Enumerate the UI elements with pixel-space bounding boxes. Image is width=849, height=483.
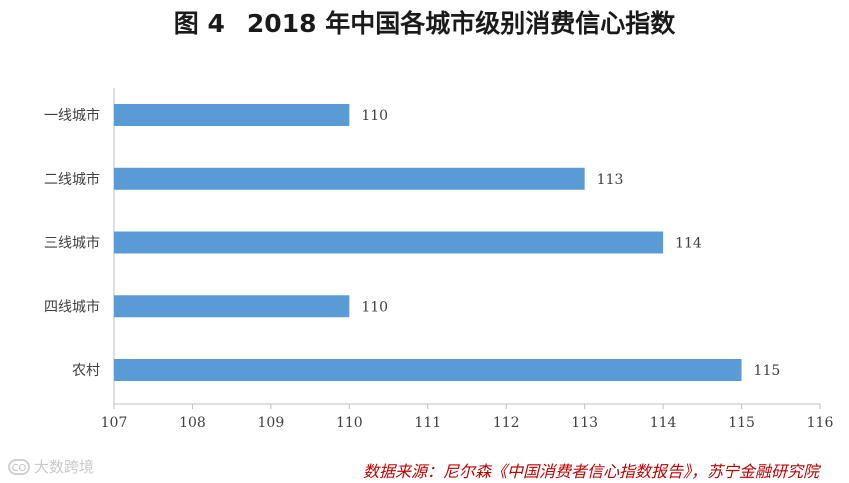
bar: [114, 104, 350, 126]
x-tick-label: 109: [258, 415, 285, 431]
data-label: 110: [361, 299, 388, 315]
data-label: 113: [597, 172, 624, 188]
category-label: 农村: [72, 363, 100, 379]
chart-title: 图 4 2018 年中国各城市级别消费信心指数: [0, 4, 849, 40]
x-tick-label: 114: [650, 415, 677, 431]
category-label: 四线城市: [44, 298, 100, 315]
bar: [114, 295, 350, 318]
category-label: 一线城市: [44, 107, 100, 124]
x-tick-label: 116: [807, 415, 834, 431]
watermark-logo-icon: CO: [8, 458, 30, 475]
watermark: CO 大数跨境: [8, 456, 94, 477]
x-tick-label: 113: [571, 415, 598, 431]
x-tick-label: 110: [336, 415, 363, 431]
x-tick-label: 108: [179, 415, 206, 431]
bar: [114, 359, 742, 381]
data-label: 114: [675, 236, 702, 252]
x-tick-label: 111: [414, 415, 441, 431]
x-tick-label: 112: [493, 415, 520, 431]
category-label: 二线城市: [44, 171, 100, 188]
x-tick-label: 107: [101, 415, 128, 431]
title-text: 2018 年中国各城市级别消费信心指数: [246, 9, 676, 38]
x-tick-label: 115: [728, 415, 755, 431]
source-note: 数据来源：尼尔森《中国消费者信心指数报告》，苏宁金融研究院: [362, 462, 819, 481]
bar: [114, 167, 585, 190]
data-label: 115: [754, 363, 781, 379]
bar: [114, 231, 664, 254]
category-label: 三线城市: [44, 235, 100, 252]
watermark-text: 大数跨境: [34, 458, 95, 476]
figure-number: 图 4: [173, 9, 225, 38]
data-label: 110: [361, 108, 388, 124]
